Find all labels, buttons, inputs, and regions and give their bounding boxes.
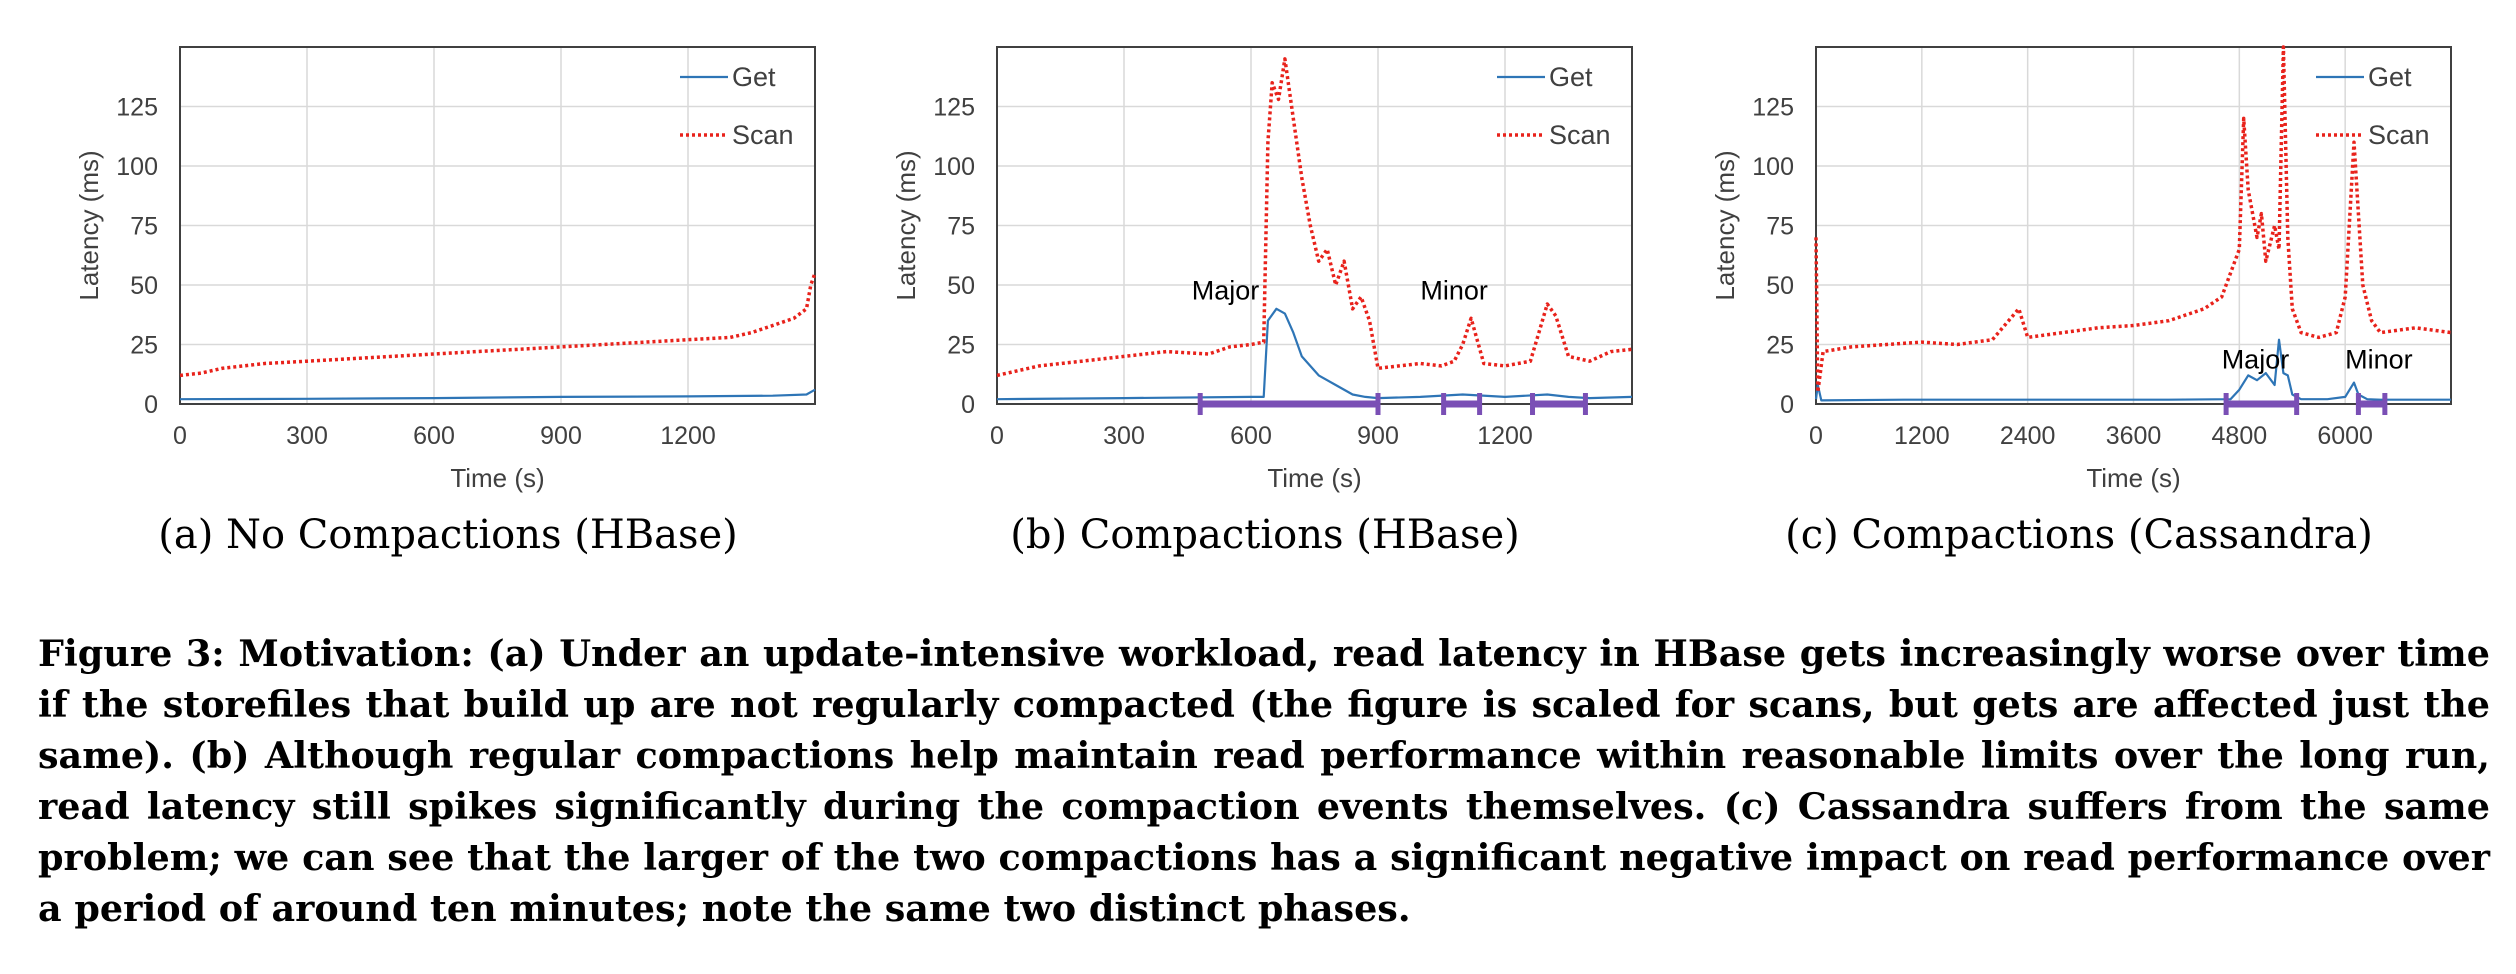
chart-panel-2: 0 25 50 75 100 125 0 300 600 900 1200 Time (s) Laten…: [891, 46, 1633, 558]
y-axis-label: Latency (ms): [1710, 150, 1740, 300]
y-tick-label: 125: [116, 94, 158, 122]
plot-frame: [179, 46, 816, 405]
y-tick-label: 125: [1752, 94, 1794, 122]
x-tick-label: 3600: [2106, 422, 2162, 450]
y-tick-label: 25: [130, 332, 158, 360]
y-tick-label: 50: [130, 272, 158, 300]
series-line-scan: [996, 57, 1633, 378]
chart-panel-3: 0 25 50 75 100 125 0 1200 2400 3600 4800 6000 Time (…: [1710, 45, 2452, 558]
x-tick-label: 1200: [1894, 422, 1950, 450]
y-tick-label: 25: [947, 332, 975, 360]
x-tick-label: 300: [286, 422, 328, 450]
figure-caption: Figure 3: Motivation: (a) Under an updat…: [38, 632, 2490, 930]
x-axis-label: Time (s): [1267, 463, 1361, 493]
subcaption: (c) Compactions (Cassandra): [1785, 512, 2373, 558]
y-tick-label: 0: [961, 391, 975, 419]
y-axis-label: Latency (ms): [891, 150, 921, 300]
legend-label-get: Get: [1549, 62, 1593, 92]
x-tick-label: 900: [1357, 422, 1399, 450]
series-line-scan: [1814, 45, 2452, 394]
x-tick-label: 900: [540, 422, 582, 450]
annotation-label: Major: [2222, 344, 2290, 374]
x-tick-label: 1200: [1477, 422, 1533, 450]
x-tick-label: 4800: [2212, 422, 2268, 450]
series-line-get: [996, 307, 1633, 401]
x-tick-label: 0: [173, 422, 187, 450]
chart-panel-1: 0 25 50 75 100 125 0 300 600 900 1200 Time (s) Laten…: [74, 46, 817, 558]
x-axis-label: Time (s): [450, 463, 544, 493]
legend-label-get: Get: [2368, 62, 2412, 92]
annotation-label: Minor: [1420, 275, 1488, 305]
y-tick-label: 100: [116, 153, 158, 181]
y-tick-label: 75: [947, 213, 975, 241]
subcaption: (a) No Compactions (HBase): [158, 512, 738, 558]
y-tick-label: 100: [933, 153, 975, 181]
subcaption: (b) Compactions (HBase): [1010, 512, 1520, 558]
annotation-label: Major: [1192, 275, 1260, 305]
x-tick-label: 300: [1103, 422, 1145, 450]
annotation-label: Minor: [2345, 344, 2413, 374]
y-tick-label: 100: [1752, 153, 1794, 181]
legend-label-get: Get: [732, 62, 776, 92]
y-axis-label: Latency (ms): [74, 150, 104, 300]
x-tick-label: 0: [1809, 422, 1823, 450]
series-line-scan: [179, 272, 817, 378]
x-tick-label: 6000: [2317, 422, 2373, 450]
x-axis-label: Time (s): [2086, 463, 2180, 493]
x-tick-label: 600: [413, 422, 455, 450]
y-tick-label: 0: [1780, 391, 1794, 419]
y-tick-label: 0: [144, 391, 158, 419]
legend-label-scan: Scan: [1549, 120, 1611, 150]
y-tick-label: 25: [1766, 332, 1794, 360]
y-tick-label: 125: [933, 94, 975, 122]
x-tick-label: 1200: [660, 422, 716, 450]
legend-label-scan: Scan: [2368, 120, 2430, 150]
x-tick-label: 600: [1230, 422, 1272, 450]
plot-frame: [1815, 46, 2452, 405]
y-tick-label: 50: [947, 272, 975, 300]
x-tick-label: 0: [990, 422, 1004, 450]
y-tick-label: 50: [1766, 272, 1794, 300]
series-line-get: [179, 388, 816, 401]
y-tick-label: 75: [1766, 213, 1794, 241]
y-tick-label: 75: [130, 213, 158, 241]
legend-label-scan: Scan: [732, 120, 794, 150]
x-tick-label: 2400: [2000, 422, 2056, 450]
series-line-get: [1814, 338, 2451, 402]
